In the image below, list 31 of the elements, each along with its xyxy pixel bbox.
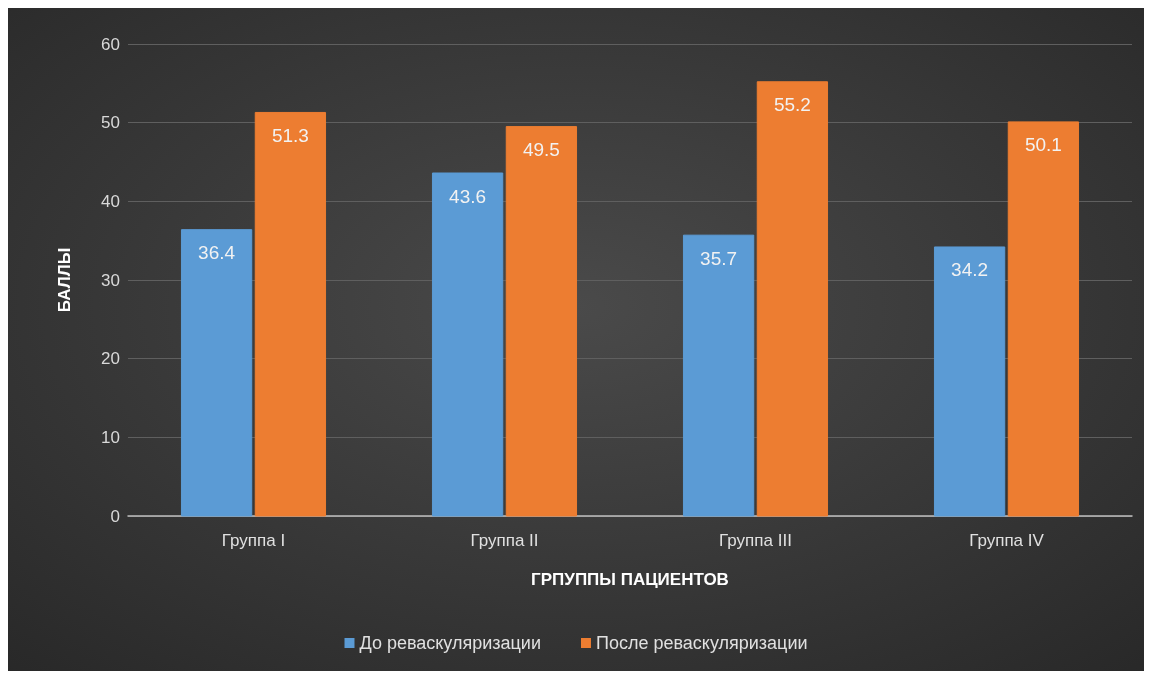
y-tick-label: 60 — [101, 34, 120, 54]
x-tick-label: Группа IV — [969, 531, 1045, 550]
data-label: 43.6 — [449, 185, 487, 207]
bar — [1007, 121, 1080, 517]
bar — [431, 172, 504, 517]
data-label: 50.1 — [1024, 134, 1062, 156]
y-tick-label: 50 — [101, 113, 120, 133]
bar — [682, 234, 755, 517]
data-label: 35.7 — [700, 247, 738, 269]
legend-label: До реваскуляризации — [359, 633, 541, 653]
bar — [254, 111, 327, 517]
y-axis-title: БАЛЛЫ — [55, 247, 74, 313]
x-tick-label: Группа III — [719, 531, 792, 550]
x-axis-title: ГРПУППЫ ПАЦИЕНТОВ — [531, 570, 729, 589]
y-tick-label: 0 — [110, 506, 120, 526]
bar — [180, 229, 253, 517]
x-tick-label: Группа II — [470, 531, 539, 550]
x-tick-label: Группа I — [221, 531, 286, 550]
y-tick-label: 10 — [101, 427, 120, 447]
y-tick-label: 20 — [101, 349, 120, 369]
bar — [933, 246, 1006, 517]
data-label: 49.5 — [522, 139, 560, 161]
legend-label: После реваскуляризации — [595, 633, 808, 653]
data-label: 55.2 — [773, 94, 811, 116]
data-label: 36.4 — [198, 242, 236, 264]
data-label: 34.2 — [951, 259, 989, 281]
data-label: 51.3 — [271, 124, 309, 146]
y-tick-label: 40 — [101, 191, 120, 211]
y-tick-label: 30 — [101, 270, 120, 290]
bar — [505, 126, 578, 517]
bar — [756, 81, 829, 517]
